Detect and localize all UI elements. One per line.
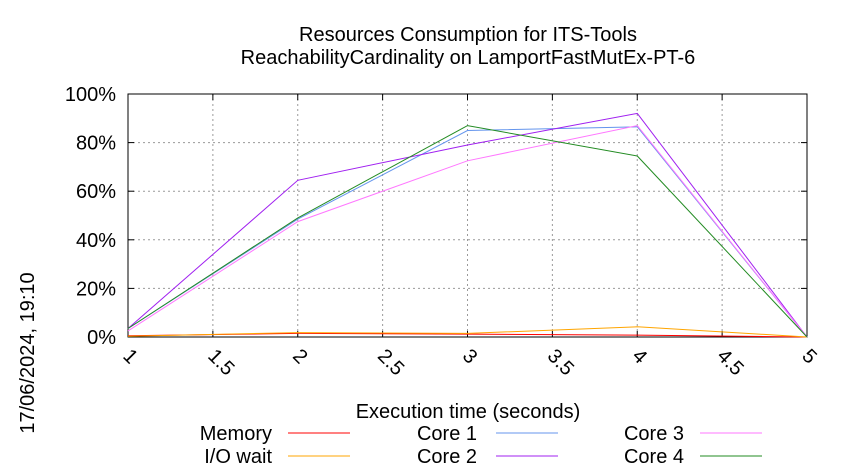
x-tick-label: 3.5 <box>543 345 578 380</box>
x-tick-label: 1 <box>118 345 141 368</box>
x-tick-label: 1.5 <box>203 345 238 380</box>
legend-label: Core 1 <box>417 423 477 445</box>
y-tick-label: 20% <box>76 278 116 300</box>
legend-item: Core 2 <box>417 446 558 468</box>
x-tick-label: 3 <box>458 345 481 368</box>
timestamp-label: 17/06/2024, 19:10 <box>17 272 39 433</box>
legend-label: Core 3 <box>624 423 684 445</box>
series-line-core-1 <box>127 126 808 338</box>
legend-label: Memory <box>200 423 272 445</box>
y-tick-label: 0% <box>87 327 116 349</box>
x-tick-label: 2.5 <box>373 345 408 380</box>
series-line-core-3 <box>127 125 808 338</box>
grid <box>128 94 807 337</box>
legend-item: Core 4 <box>624 446 762 468</box>
legend-item: I/O wait <box>204 446 350 468</box>
y-tick-label: 80% <box>76 133 116 155</box>
chart-title-line-1: Resources Consumption for ITS-Tools <box>299 24 637 46</box>
chart-title-line-2: ReachabilityCardinality on LamportFastMu… <box>241 47 696 69</box>
x-tick-label: 4.5 <box>713 345 748 380</box>
x-tick-label: 4 <box>628 345 651 368</box>
y-tick-label: 40% <box>76 230 116 252</box>
legend-label: Core 4 <box>624 446 684 468</box>
series-line-core-4 <box>127 125 808 338</box>
series-line-i-o-wait <box>127 326 808 338</box>
legend-item: Core 3 <box>624 423 762 445</box>
series-lines <box>127 112 808 338</box>
legend-item: Core 1 <box>417 423 558 445</box>
y-axis: 0% 20% 40% 60% 80% 100% <box>65 84 807 349</box>
legend-label: I/O wait <box>204 446 272 468</box>
x-axis-label: Execution time (seconds) <box>356 401 581 423</box>
x-tick-label: 5 <box>797 345 820 368</box>
legend-label: Core 2 <box>417 446 477 468</box>
y-tick-label: 100% <box>65 84 116 106</box>
y-tick-label: 60% <box>76 181 116 203</box>
series-line-core-2 <box>127 112 808 338</box>
x-tick-label: 2 <box>288 345 311 368</box>
legend-item: Memory <box>200 423 350 445</box>
